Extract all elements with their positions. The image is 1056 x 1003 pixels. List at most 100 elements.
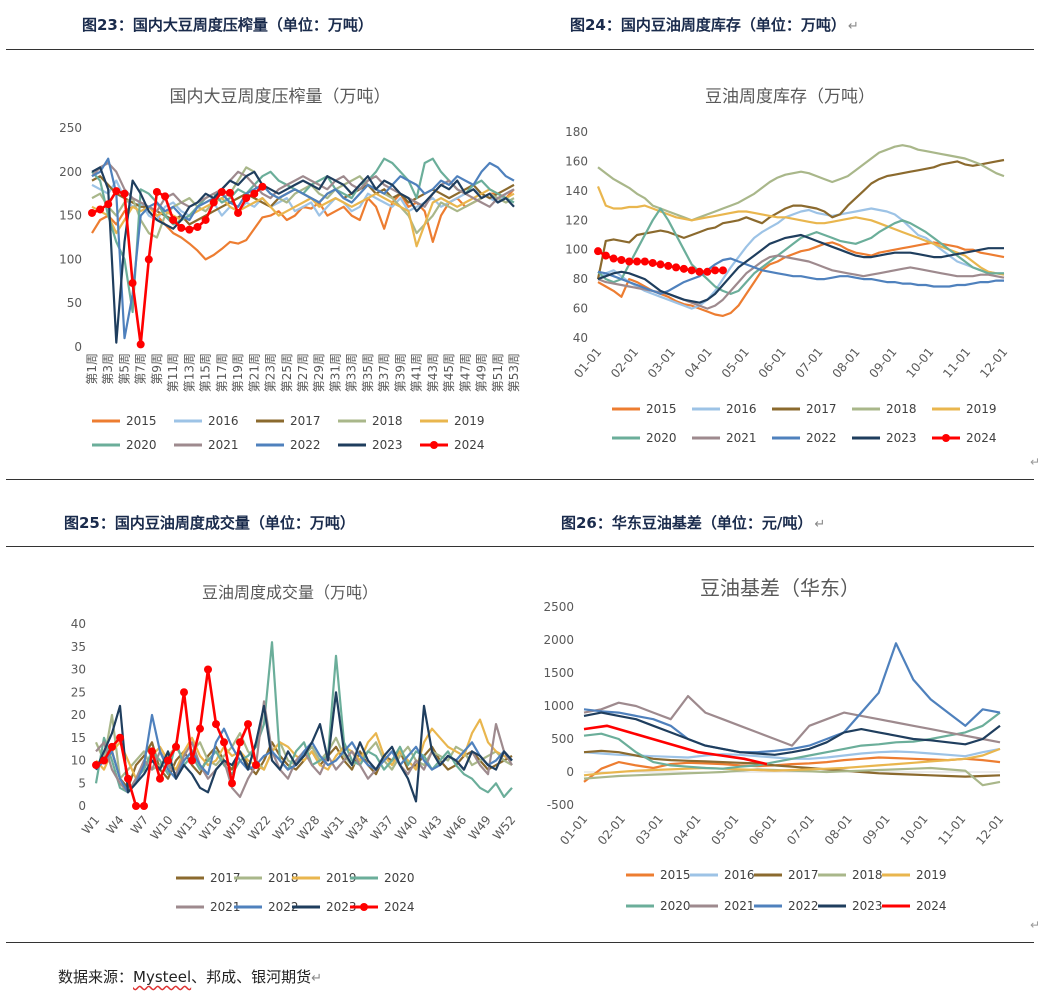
x-tick-label: W43 [417,813,445,843]
x-tick-label: 第29周 [312,353,326,392]
x-tick-label: 第41周 [410,353,424,392]
x-tick-label: 第39周 [393,353,407,392]
legend-label-2021: 2021 [208,438,239,452]
legend-marker-2024 [942,434,950,442]
legend-label-2018: 2018 [268,871,299,885]
x-tick-label: 09-01 [866,345,899,381]
y-tick-label: 100 [565,243,588,257]
paragraph-mark-icon: ↵ [1030,455,1041,469]
x-tick-label: 第25周 [280,353,294,392]
data-point-2024 [258,182,267,191]
data-point-2024 [124,774,132,783]
x-tick-label: 第15周 [199,353,213,392]
series-line-2023 [94,691,513,803]
x-tick-label: W13 [172,813,200,843]
data-point-2024 [108,742,116,751]
x-tick-label: 第53周 [507,353,521,392]
x-tick-label: 07-01 [793,345,826,381]
legend-label-2016: 2016 [726,402,757,416]
data-point-2024 [164,756,172,765]
y-tick-label: 100 [59,252,82,266]
x-tick-label: W19 [221,813,249,843]
y-tick-label: 160 [565,154,588,168]
series-line-2021 [91,161,515,213]
legend-label-2017: 2017 [806,402,837,416]
data-point-2024 [128,279,137,288]
y-tick-label: 15 [71,731,86,745]
series-line-2015 [597,241,1005,317]
series-line-2021 [583,695,1001,747]
chart-title: 国内大豆周度压榨量（万吨） [170,87,391,107]
figure-24-caption: 图24：国内豆油周度库存（单位：万吨） ↵ [570,16,859,34]
y-tick-label: 60 [573,302,588,316]
series-line-2023 [583,711,1001,756]
paragraph-mark-icon: ↵ [1030,918,1041,932]
y-tick-label: 25 [71,685,86,699]
data-source-note: 数据来源：Mysteel、邦成、银河期货↵ [58,968,323,986]
x-tick-label: 11-01 [940,345,973,381]
data-point-2024 [104,200,113,209]
data-point-2024 [220,738,228,747]
legend-label-2019: 2019 [916,868,947,882]
y-tick-label: 0 [566,765,574,779]
x-tick-label: 第21周 [247,353,261,392]
x-tick-label: 08-01 [830,345,863,381]
series-line-2022 [91,157,515,340]
divider [6,942,1034,943]
y-tick-label: 180 [565,125,588,139]
x-tick-label: 08-01 [822,812,855,848]
legend-label-2016: 2016 [208,414,239,428]
chart-soyoil-basis: 豆油基差（华东） -500 0 500 1000 1500 2000 2500 01-01 02-… [540,562,1040,932]
x-tick-label: W4 [104,813,127,837]
y-tick-label: 10 [71,754,86,768]
data-point-2024 [193,222,202,231]
legend-label-2020: 2020 [646,431,677,445]
data-point-2024 [96,205,105,214]
paragraph-mark-icon: ↵ [847,19,859,34]
data-point-2024 [625,257,634,266]
x-tick-label: 第33周 [345,353,359,392]
data-point-2024 [252,761,260,770]
x-tick-label: 06-01 [756,345,789,381]
data-point-2024 [204,665,212,674]
data-point-2024 [152,187,161,196]
data-point-2024 [217,187,226,196]
y-tick-label: 40 [573,331,588,345]
legend-label-2019: 2019 [326,871,357,885]
data-point-2024 [196,724,204,733]
x-tick-label: W34 [343,813,371,843]
legend-label-2016: 2016 [724,868,755,882]
data-point-2024 [242,194,251,203]
x-tick-label: 第27周 [296,353,310,392]
legend-label-2017: 2017 [290,414,321,428]
legend-label-2020: 2020 [660,899,691,913]
x-tick-label: W37 [368,813,396,843]
x-tick-label: W40 [392,813,420,843]
data-point-2024 [656,260,665,269]
y-tick-label: -500 [547,798,574,812]
figure-25-caption: 图25：国内豆油周度成交量（单位：万吨） [64,514,355,532]
legend-label-2015: 2015 [660,868,691,882]
legend-label-2022: 2022 [788,899,819,913]
x-tick-label: 11-01 [935,812,968,848]
data-point-2024 [609,254,618,263]
x-tick-label: 09-01 [860,812,893,848]
divider [6,479,1034,480]
x-tick-label: 第3周 [101,353,115,385]
x-tick-label: 10-01 [903,345,936,381]
legend-label-2023: 2023 [372,438,403,452]
y-tick-label: 120 [565,213,588,227]
y-tick-label: 250 [59,121,82,135]
chart-soyoil-volume: 豆油周度成交量（万吨） 0 5 10 15 20 25 30 35 40 W1 W4 W7 W10 W13 W… [40,562,530,932]
x-tick-label: 01-01 [571,345,604,381]
data-point-2024 [120,189,129,198]
legend-label-2019: 2019 [454,414,485,428]
data-point-2024 [161,192,170,201]
data-point-2024 [132,802,140,810]
divider [6,546,1034,547]
series-line-2017 [596,158,1005,280]
data-point-2024 [188,756,196,765]
data-point-2024 [140,802,148,810]
y-tick-label: 2500 [543,600,574,614]
